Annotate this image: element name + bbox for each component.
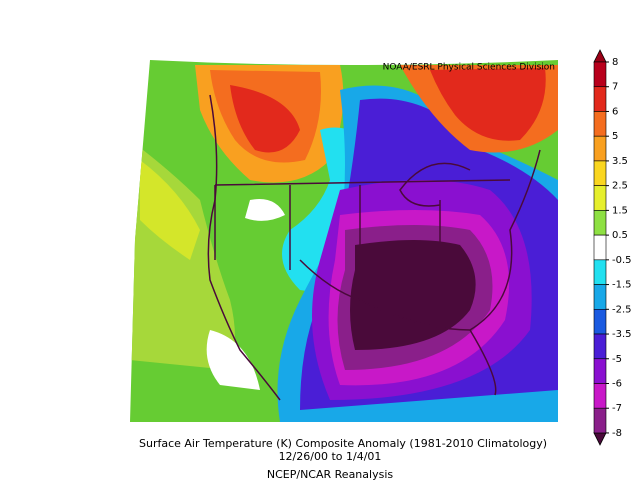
colorbar-band (593, 308, 607, 335)
colorbar-band (593, 407, 607, 434)
colorbar-tick-label: 6 (612, 106, 618, 117)
colorbar-band (593, 210, 607, 236)
colorbar-tick-label: -6 (612, 378, 622, 389)
colorbar-band (593, 259, 607, 285)
colorbar-tick-label: -7 (612, 403, 622, 414)
colorbar-tick-label: -2.5 (612, 304, 632, 315)
caption-dates: 12/26/00 to 1/4/01 (279, 450, 382, 463)
colorbar-band (593, 160, 607, 186)
colorbar-tick-label: -1.5 (612, 280, 632, 291)
anomaly-map (130, 60, 558, 422)
colorbar-band (593, 185, 607, 211)
colorbar-band (593, 86, 607, 112)
colorbar-band (593, 284, 607, 310)
colorbar-band (593, 358, 607, 384)
colorbar-band (593, 383, 607, 409)
colorbar-band (593, 333, 607, 360)
colorbar-tick-label: 1.5 (612, 205, 628, 216)
caption-dataset: NCEP/NCAR Reanalysis (267, 468, 393, 481)
colorbar-tick-label: 7 (612, 82, 618, 93)
colorbar-band (593, 234, 607, 261)
colorbar-band (593, 135, 607, 162)
colorbar-tick-label: 3.5 (612, 156, 628, 167)
colorbar-band (593, 61, 607, 88)
colorbar-under (593, 432, 607, 446)
colorbar-tick-label: -8 (612, 428, 622, 439)
caption-title: Surface Air Temperature (K) Composite An… (139, 437, 547, 450)
colorbar-tick-label: 0.5 (612, 230, 628, 241)
colorbar-tick-label: 2.5 (612, 181, 628, 192)
colorbar-tick-label: 8 (612, 57, 618, 68)
coastlines (207, 94, 541, 401)
colorbar-band (593, 111, 607, 137)
colorbar-tick-label: -3.5 (612, 329, 632, 340)
colorbar-tick-label: 5 (612, 131, 618, 142)
colorbar: 8 7 6 5 3.5 2.5 1.5 0.5 -0.5 -1.5 -2.5 -3.5 -5 -6 -7 -8 (593, 49, 632, 446)
colorbar-tick-label: -5 (612, 354, 622, 365)
colorbar-over (593, 49, 607, 63)
source-label: NOAA/ESRL Physical Sciences Division (383, 63, 555, 73)
colorbar-tick-label: -0.5 (612, 255, 632, 266)
